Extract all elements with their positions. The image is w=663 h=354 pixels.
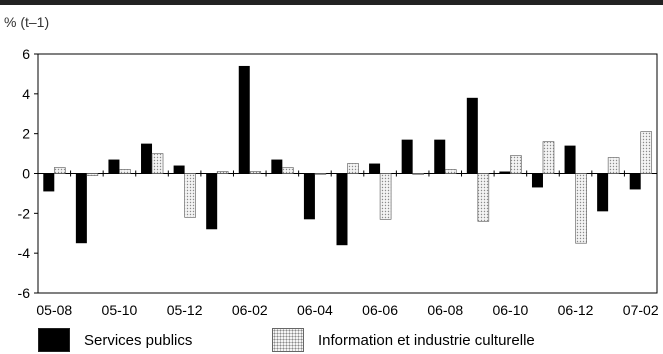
bar-services-publics-07-02 [629, 173, 641, 190]
bar-services-publics-06-04 [303, 173, 315, 220]
y-tick-label: 2 [22, 126, 30, 142]
x-tick-label: 06-10 [492, 302, 528, 318]
bar-information-06-03 [282, 167, 294, 174]
bar-information-05-10 [119, 169, 131, 174]
x-tick-label: 07-02 [623, 302, 659, 318]
y-tick-label: -2 [18, 205, 31, 221]
y-tick-label: -4 [18, 245, 31, 261]
bar-information-07-01 [607, 157, 620, 174]
y-tick-label: 0 [22, 166, 30, 182]
bar-information-06-12 [575, 173, 587, 244]
bar-information-06-05 [347, 163, 359, 174]
bar-services-publics-05-11 [141, 143, 153, 174]
x-tick-label: 05-08 [36, 302, 72, 318]
bar-information-06-01 [216, 171, 229, 174]
bar-information-05-11 [151, 153, 164, 174]
legend-label-services-publics: Services publics [84, 331, 193, 349]
bar-services-publics-05-08 [43, 173, 55, 192]
x-tick-label: 06-06 [362, 302, 398, 318]
x-tick-label: 06-04 [297, 302, 333, 318]
legend-item-information: Information et industrie culturelle [272, 328, 535, 352]
bar-information-06-08 [444, 169, 457, 174]
bar-services-publics-06-01 [206, 173, 218, 230]
bar-chart: 6 4 2 0 -2 -4 -6 05-08 05-10 05-12 06-02 06-04 06-0… [18, 46, 659, 318]
bar-services-publics-06-11 [531, 173, 543, 188]
y-tick-label: 6 [22, 46, 30, 62]
bar-services-publics-05-09 [75, 173, 87, 244]
bar-information-06-06 [379, 173, 392, 220]
bar-services-publics-05-12 [173, 165, 185, 174]
bar-services-publics-07-01 [597, 173, 609, 212]
bar-services-publics-06-03 [271, 159, 283, 174]
bar-information-07-02 [640, 131, 653, 174]
bar-information-06-04 [314, 173, 327, 175]
y-tick-label: -6 [18, 285, 31, 301]
bar-information-05-12 [184, 173, 196, 218]
legend: Services publics Information et industri… [0, 328, 663, 354]
bar-services-publics-06-10 [499, 171, 511, 174]
bar-services-publics-06-06 [369, 163, 381, 174]
x-tick-label: 06-02 [232, 302, 268, 318]
y-tick-label: 4 [22, 86, 30, 102]
y-axis-label: % (t–1) [4, 14, 50, 30]
bar-information-06-10 [510, 155, 522, 174]
bar-services-publics-06-08 [434, 139, 446, 174]
bar-information-06-02 [249, 171, 262, 174]
bar-information-06-07 [412, 173, 424, 175]
bar-services-publics-05-10 [108, 159, 120, 174]
legend-label-information: Information et industrie culturelle [318, 331, 535, 349]
bar-services-publics-06-12 [564, 145, 576, 174]
x-tick-label: 06-12 [558, 302, 594, 318]
legend-item-services-publics: Services publics [38, 328, 192, 352]
bar-services-publics-06-05 [336, 173, 348, 246]
legend-swatch-information [272, 328, 304, 352]
bar-services-publics-06-07 [401, 139, 413, 174]
bar-services-publics-06-02 [238, 65, 250, 174]
bar-information-05-08 [53, 167, 66, 174]
legend-swatch-services-publics [38, 328, 70, 352]
x-tick-label: 06-08 [427, 302, 463, 318]
top-rule [0, 0, 663, 5]
bar-information-05-09 [86, 173, 99, 176]
bar-services-publics-06-09 [466, 97, 478, 174]
bar-information-06-09 [477, 173, 490, 222]
x-tick-label: 05-10 [102, 302, 138, 318]
bar-information-06-11 [542, 141, 555, 174]
x-tick-label: 05-12 [167, 302, 203, 318]
